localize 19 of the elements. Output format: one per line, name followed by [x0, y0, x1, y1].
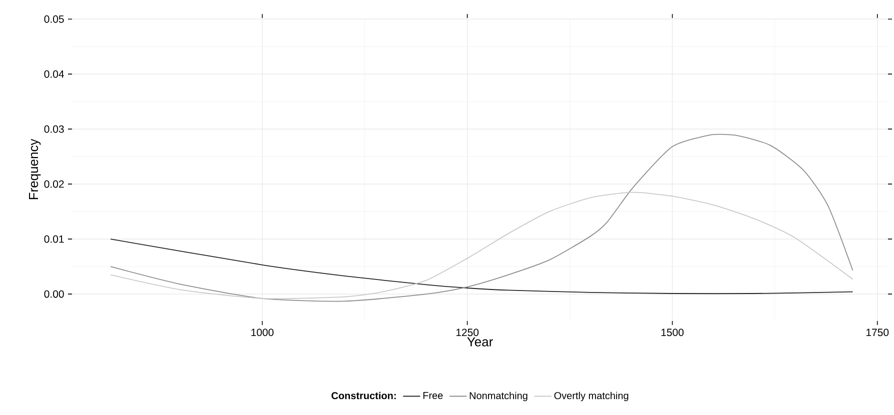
x-tick-label: 1000 [251, 328, 274, 336]
x-axis-title: Year [467, 337, 493, 346]
y-tick-label: 0.03 [44, 125, 64, 133]
legend-label: Free [423, 392, 443, 400]
legend-title: Construction: [332, 392, 396, 400]
y-tick-label: 0.00 [44, 290, 64, 298]
legend-label: Nonmatching [470, 392, 528, 402]
line-series [110, 134, 854, 302]
line-series [110, 192, 854, 300]
y-tick-label: 0.01 [44, 235, 64, 243]
x-tick-label: 1500 [661, 328, 684, 336]
y-tick-label: 0.02 [44, 180, 64, 188]
y-tick-label: 0.04 [44, 70, 64, 78]
x-tick-label: 1750 [866, 328, 889, 336]
y-axis-title: Frequency [29, 138, 41, 200]
y-tick-label: 0.05 [44, 15, 64, 23]
legend-label: Overtly matching [554, 392, 628, 402]
x-tick-label: 1250 [456, 328, 479, 336]
line-series [110, 238, 854, 294]
